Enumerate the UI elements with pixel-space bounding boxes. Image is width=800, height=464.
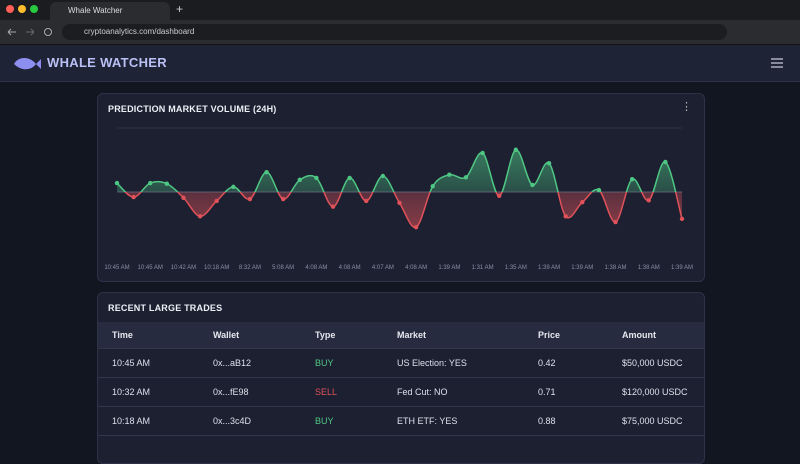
trades-title: RECENT LARGE TRADES: [108, 303, 222, 313]
new-tab[interactable]: +: [176, 2, 183, 16]
cell: $50,000 USDC: [622, 349, 704, 378]
column-header: Amount: [622, 322, 704, 349]
cell: 0x...fE98: [213, 378, 315, 407]
column-header: Time: [98, 322, 213, 349]
cell: 0x...3c4D: [213, 407, 315, 436]
card-menu[interactable]: ⋮: [681, 100, 692, 113]
browser-tab[interactable]: Whale Watcher: [50, 2, 170, 20]
app-title: WHALE WATCHER: [47, 45, 167, 81]
address-bar[interactable]: cryptoanalytics.com/dashboard: [62, 24, 727, 40]
column-header: Market: [397, 322, 538, 349]
chart-title: PREDICTION MARKET VOLUME (24H): [108, 104, 277, 114]
cell: 10:32 AM: [98, 378, 213, 407]
cell: 0x...aB12: [213, 349, 315, 378]
cell: BUY: [315, 349, 397, 378]
cell: 0.71: [538, 378, 622, 407]
cell: ETH ETF: YES: [397, 407, 538, 436]
cell: [98, 436, 704, 464]
menu-button[interactable]: [770, 56, 784, 70]
cell: BUY: [315, 407, 397, 436]
cell: 10:45 AM: [98, 349, 213, 378]
column-header: Type: [315, 322, 397, 349]
cell: 0.88: [538, 407, 622, 436]
column-header: Wallet: [213, 322, 315, 349]
nav-buttons[interactable]: [0, 20, 60, 44]
chart-card: PREDICTION MARKET VOLUME (24H) ⋮: [97, 93, 705, 282]
cell: US Election: YES: [397, 349, 538, 378]
cell: 10:18 AM: [98, 407, 213, 436]
cell: $75,000 USDC: [622, 407, 704, 436]
partial-row: [98, 436, 704, 464]
cell: 0.42: [538, 349, 622, 378]
cell: Fed Cut: NO: [397, 378, 538, 407]
column-header: Price: [538, 322, 622, 349]
cell: SELL: [315, 378, 397, 407]
cell: $120,000 USDC: [622, 378, 704, 407]
logo: [12, 52, 42, 74]
page: Whale Watcher + cryptoanalytics.com/dash…: [0, 0, 800, 446]
